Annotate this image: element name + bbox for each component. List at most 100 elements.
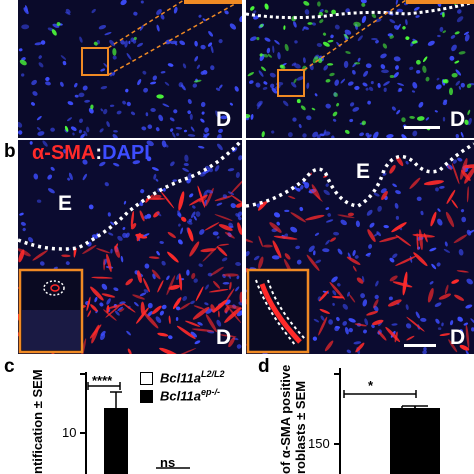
cell-nucleus <box>368 244 373 249</box>
sma-fiber <box>290 212 306 223</box>
cell-nucleus <box>106 298 111 305</box>
sma-fiber <box>86 296 91 312</box>
cell-nucleus <box>380 64 386 70</box>
cell-nucleus <box>193 278 198 283</box>
sma-fiber <box>348 294 356 303</box>
cell-nucleus <box>266 47 271 54</box>
sma-fiber <box>193 305 205 310</box>
cell-nucleus <box>386 134 394 138</box>
cell-nucleus <box>19 212 24 216</box>
sma-fiber <box>106 305 110 314</box>
cell-nucleus <box>143 289 149 293</box>
cell-nucleus <box>365 63 372 69</box>
sma-fiber <box>130 210 134 228</box>
cell-nucleus <box>391 106 396 111</box>
cell-nucleus <box>365 252 372 256</box>
cell-nucleus <box>348 318 356 323</box>
sma-fiber <box>373 299 379 309</box>
cell-nucleus <box>427 40 435 46</box>
cell-nucleus <box>317 57 323 64</box>
sma-fiber <box>391 222 407 233</box>
cell-nucleus <box>429 247 437 252</box>
epidermis-boundary <box>246 0 474 20</box>
cell-nucleus <box>258 70 264 77</box>
cell-nucleus <box>84 99 90 103</box>
sma-fiber <box>143 278 150 293</box>
cell-nucleus <box>344 326 349 335</box>
cell-nucleus <box>331 276 338 283</box>
sma-fiber <box>230 194 242 205</box>
cell-nucleus <box>465 349 470 354</box>
cell-nucleus <box>212 231 219 236</box>
cell-nucleus <box>334 326 340 332</box>
cell-nucleus <box>221 257 228 262</box>
cell-nucleus <box>302 26 306 31</box>
cell-nucleus <box>112 55 117 60</box>
cell-nucleus <box>304 9 310 15</box>
cell-nucleus <box>170 40 178 45</box>
cell-nucleus <box>38 62 44 68</box>
cell-nucleus <box>389 74 395 79</box>
cell-nucleus <box>457 157 463 162</box>
cell-nucleus <box>237 216 242 221</box>
cell-nucleus <box>219 84 223 89</box>
cell-nucleus <box>36 115 42 121</box>
cell-nucleus <box>218 128 223 134</box>
chart-d-ylabel-1: of α-SMA positive <box>278 364 293 474</box>
inset-edge <box>184 0 242 4</box>
sma-fiber <box>191 328 215 332</box>
sma-fiber <box>337 214 355 219</box>
cell-nucleus <box>353 21 361 27</box>
sma-fiber <box>355 342 365 353</box>
cell-nucleus <box>436 262 441 267</box>
cell-nucleus <box>355 220 360 228</box>
cell-nucleus <box>133 11 138 16</box>
sma-fiber <box>273 235 298 240</box>
sma-fiber <box>90 286 104 301</box>
sma-fiber <box>87 310 92 318</box>
cell-nucleus <box>166 275 170 281</box>
cell-nucleus <box>235 262 242 266</box>
cell-nucleus <box>362 299 368 307</box>
cell-nucleus <box>21 73 25 77</box>
sma-fiber <box>137 270 142 284</box>
sma-fiber <box>466 186 469 203</box>
panel-label-d: d <box>258 356 270 377</box>
cell-nucleus <box>218 38 223 44</box>
cell-nucleus <box>340 219 347 226</box>
cell-nucleus <box>18 48 23 52</box>
cell-nucleus <box>423 347 427 351</box>
sma-fiber <box>372 319 384 326</box>
cell-nucleus <box>187 172 192 181</box>
sma-fiber <box>229 281 232 291</box>
cell-nucleus <box>322 248 330 253</box>
cell-nucleus <box>208 30 214 37</box>
cell-nucleus <box>93 41 98 46</box>
gfp-cells <box>246 0 472 138</box>
cell-nucleus <box>455 80 461 86</box>
cell-nucleus <box>323 65 329 71</box>
cell-nucleus <box>288 132 293 138</box>
cell-nucleus <box>204 302 209 306</box>
cell-nucleus <box>40 40 46 45</box>
sma-fiber <box>464 166 474 184</box>
cell-nucleus <box>136 42 144 47</box>
cell-nucleus <box>247 72 254 77</box>
cell-nucleus <box>108 232 114 236</box>
sma-fiber <box>103 258 106 271</box>
cell-nucleus <box>187 99 192 104</box>
cell-nucleus <box>442 79 448 83</box>
sma-fiber <box>187 227 194 242</box>
sma-fiber <box>224 307 242 323</box>
cell-nucleus <box>325 239 330 245</box>
cell-nucleus <box>460 82 465 88</box>
cell-nucleus <box>161 260 166 266</box>
cell-nucleus <box>146 156 152 162</box>
sma-fiber <box>181 216 187 222</box>
micrograph-b-left-svg <box>18 140 242 354</box>
cell-nucleus <box>228 222 234 228</box>
cell-nucleus <box>454 60 460 64</box>
cell-nucleus <box>161 304 167 310</box>
cell-nucleus <box>59 81 64 87</box>
sma-fiber <box>136 232 141 242</box>
